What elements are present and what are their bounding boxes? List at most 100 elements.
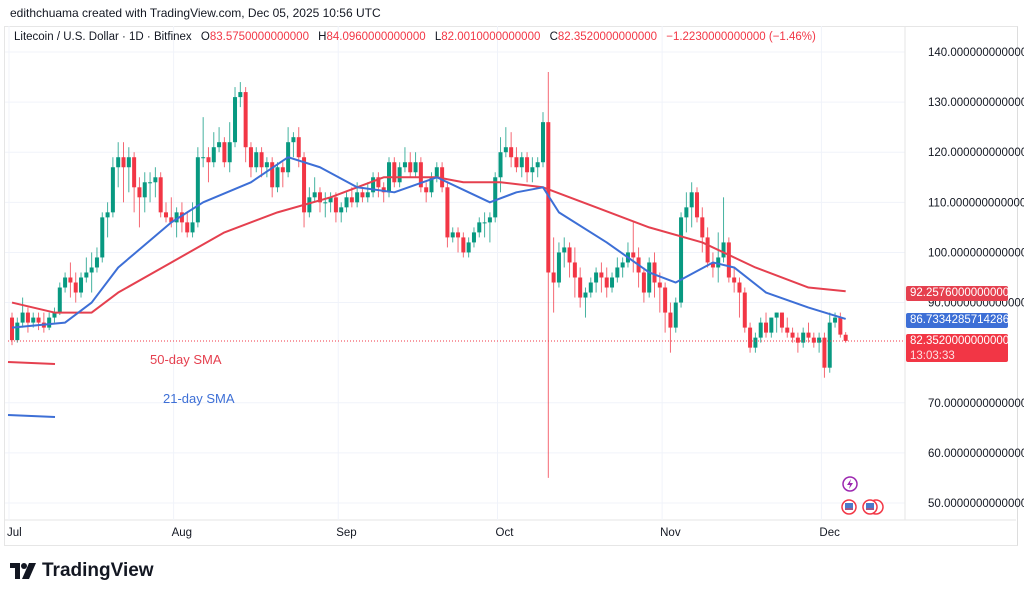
candle-down <box>158 177 163 213</box>
candle-down <box>599 272 604 278</box>
candle-up <box>57 287 62 313</box>
candle-up <box>371 177 376 193</box>
candle-down <box>779 312 784 328</box>
candle-down <box>317 192 322 203</box>
y-tick-label: 140.0000000000000 <box>928 47 1024 59</box>
candle-down <box>25 312 30 323</box>
last-price-value: 82.3520000000000 <box>910 335 1010 347</box>
candle-down <box>509 147 514 158</box>
candle-down <box>732 277 737 283</box>
candle-down <box>631 252 636 258</box>
candle-down <box>551 272 556 283</box>
tradingview-logo-icon <box>10 563 36 579</box>
candle-down <box>163 212 168 218</box>
events-icon[interactable] <box>842 476 858 492</box>
candle-up <box>31 317 36 323</box>
candle-down <box>578 277 583 298</box>
low-value: 82.0010000000000 <box>441 31 541 43</box>
candle-down <box>525 157 530 173</box>
candle-up <box>413 162 418 173</box>
candle-up <box>201 157 206 159</box>
candle-up <box>774 312 779 318</box>
candle-down <box>243 92 248 148</box>
candle-up <box>535 162 540 168</box>
candle-up <box>52 312 57 318</box>
candle-down <box>567 247 572 263</box>
close-key: C <box>549 31 558 43</box>
candle-up <box>79 277 84 293</box>
candle-down <box>700 217 705 238</box>
us-economic-events-stack-icon[interactable] <box>862 499 884 515</box>
close-value: 82.3520000000000 <box>557 31 658 43</box>
sma50-annotation: 50-day SMA <box>150 352 222 367</box>
candle-down <box>392 162 397 183</box>
candle-down <box>657 282 662 288</box>
candle-up <box>217 142 222 148</box>
candle-down <box>206 157 211 163</box>
candle-down <box>349 197 354 203</box>
candles <box>10 72 848 478</box>
candle-up <box>477 222 482 233</box>
x-tick-label: Aug <box>172 527 192 539</box>
candle-up <box>450 232 455 238</box>
candle-down <box>137 187 142 198</box>
candle-up <box>264 162 269 168</box>
candle-up <box>142 182 147 198</box>
candle-up <box>493 177 498 218</box>
candle-up <box>233 97 238 143</box>
candle-down <box>790 332 795 338</box>
candle-up <box>397 167 402 183</box>
candle-down <box>360 192 365 198</box>
candle-down <box>10 317 14 341</box>
candle-down <box>795 337 800 343</box>
candle-up <box>195 157 200 223</box>
tradingview-logo[interactable]: TradingView <box>10 560 154 582</box>
candle-up <box>466 242 471 253</box>
candle-up <box>471 232 476 243</box>
candle-down <box>514 157 519 168</box>
candle-up <box>307 197 312 213</box>
candle-up <box>105 212 110 218</box>
sma21-annotation-line <box>7 414 56 418</box>
sma21-line <box>11 156 846 329</box>
candle-up <box>556 252 561 283</box>
candle-up <box>211 147 216 163</box>
candle-up <box>498 152 503 178</box>
candle-down <box>838 317 843 335</box>
candle-up <box>355 192 360 203</box>
change-value: −1.2230000000000 (−1.46%) <box>666 31 816 43</box>
bar-countdown: 13:03:33 <box>910 350 955 362</box>
candle-up <box>817 337 822 343</box>
candle-up <box>758 322 763 338</box>
candle-down <box>169 217 174 223</box>
y-tick-label: 50.0000000000000 <box>928 498 1024 510</box>
symbol-legend: Litecoin / U.S. Dollar · 1D · Bitfinex O… <box>14 31 816 43</box>
moving-averages <box>11 156 846 329</box>
y-tick-label: 130.0000000000000 <box>928 97 1024 109</box>
x-tick-label: Nov <box>660 527 681 539</box>
high-key: H <box>318 31 327 43</box>
sma21-price-label: 86.7334285714286 <box>906 313 1009 328</box>
symbol-title[interactable]: Litecoin / U.S. Dollar · 1D · Bitfinex <box>14 31 192 43</box>
candle-up <box>227 142 232 163</box>
us-economic-event-icon[interactable] <box>841 499 857 515</box>
candle-down <box>445 187 450 238</box>
candle-up <box>583 292 588 298</box>
candle-down <box>456 232 461 238</box>
candle-down <box>663 287 668 313</box>
candle-down <box>179 212 184 223</box>
candle-down <box>333 197 338 213</box>
candle-down <box>259 152 264 168</box>
sma50-price-label: 92.2576000000000 <box>906 286 1009 301</box>
candle-up <box>615 267 620 278</box>
candle-down <box>785 327 790 333</box>
candle-down <box>68 277 73 283</box>
candle-up <box>94 257 99 268</box>
candle-up <box>434 167 439 178</box>
y-tick-label: 60.0000000000000 <box>928 448 1024 460</box>
grid <box>5 26 1016 521</box>
candle-down <box>132 157 137 188</box>
candle-down <box>811 337 816 343</box>
candle-up <box>541 122 545 163</box>
